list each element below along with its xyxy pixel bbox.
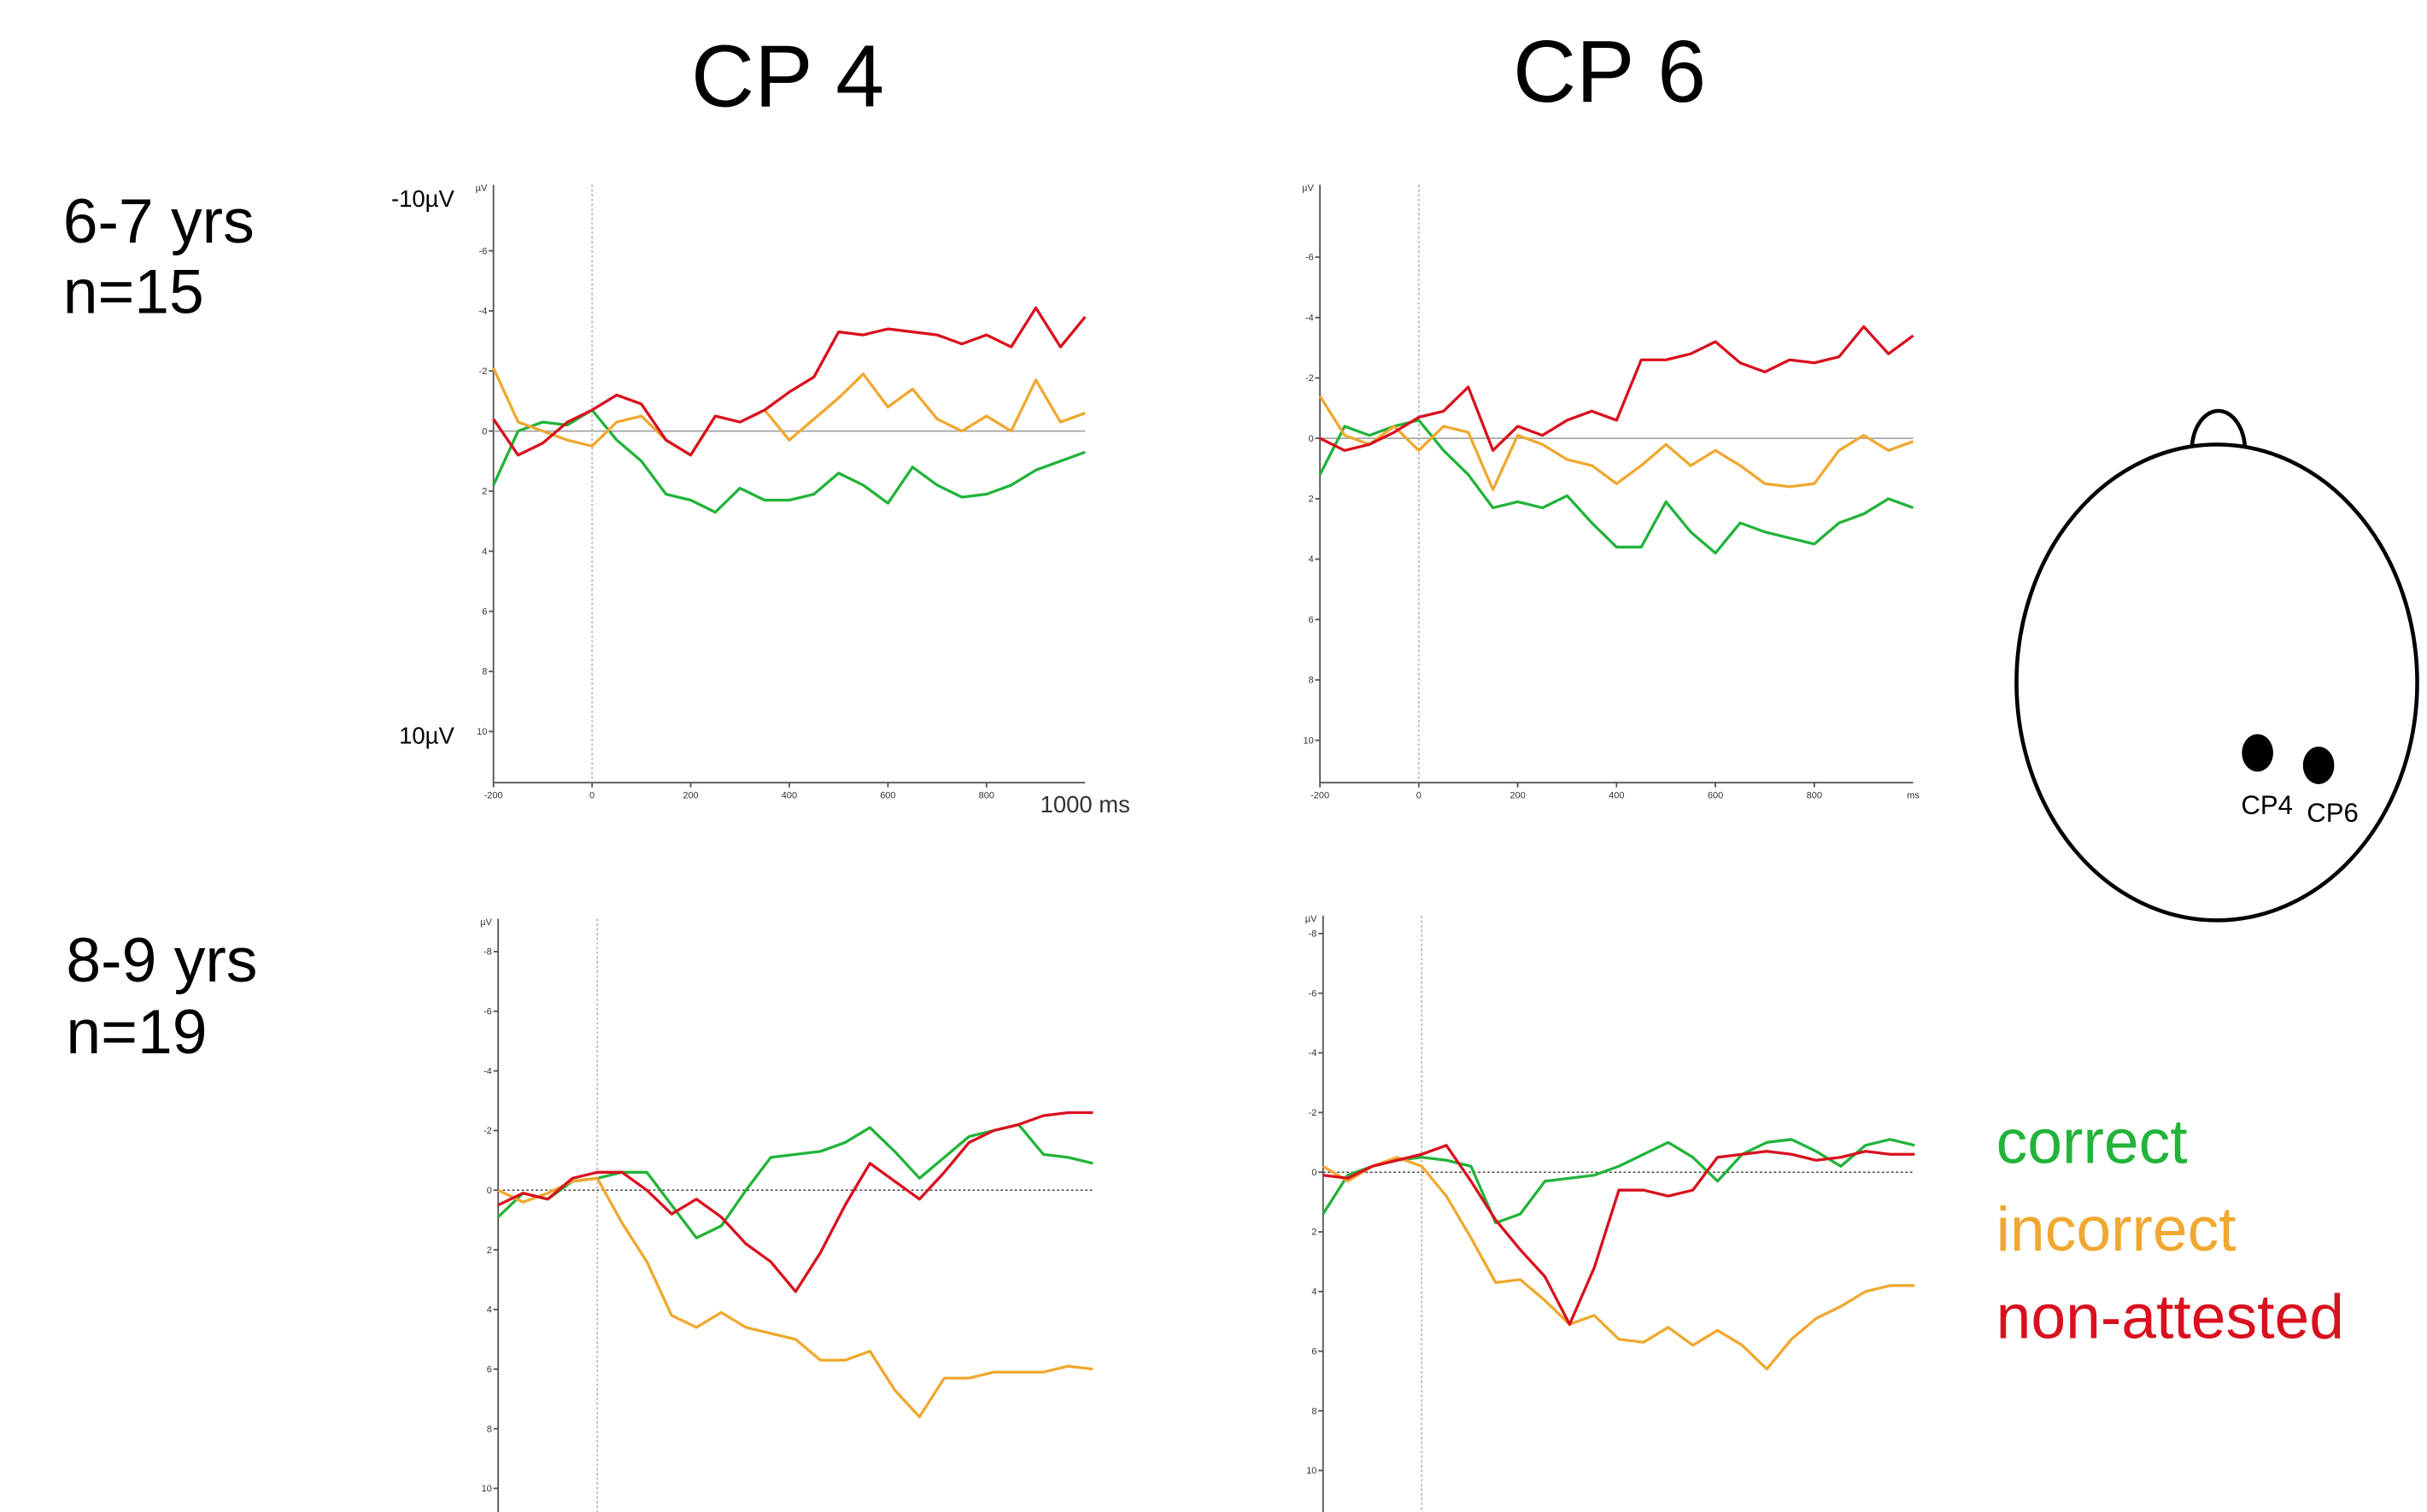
legend-entry: incorrect [1996, 1194, 2236, 1264]
y-tick-label: -6 [1305, 253, 1314, 263]
y-tick-label: 6 [487, 1364, 492, 1374]
row-label: 8-9 yrs [66, 925, 257, 995]
electrode [2303, 747, 2335, 784]
y-tick-label: 4 [1311, 1287, 1316, 1298]
x-tick-label: 400 [1609, 790, 1624, 800]
y-tick-label: -2 [1305, 373, 1314, 384]
column-title: CP 6 [1513, 22, 1706, 120]
y-tick-label: 2 [482, 487, 487, 497]
x-tick-label: 0 [1416, 790, 1422, 800]
y-tick-label: 0 [487, 1186, 492, 1196]
erp-line [494, 308, 1086, 454]
electrode-label: CP4 [2241, 790, 2293, 820]
x-tick-label: 600 [1708, 790, 1723, 800]
y-tick-label: -4 [479, 307, 488, 317]
legend-entry: non-attested [1996, 1282, 2344, 1352]
y-tick-label: -2 [479, 366, 488, 377]
y-tick-label: -4 [484, 1066, 492, 1076]
y-tick-label: 4 [482, 547, 487, 557]
x-tick-label: -200 [484, 790, 503, 800]
erp-line [498, 1112, 1093, 1291]
annotation: 10µV [399, 722, 454, 748]
y-tick-label: 8 [487, 1424, 492, 1434]
y-tick-label: 2 [487, 1245, 492, 1256]
x-unit: 1000 ms [1041, 791, 1130, 818]
y-tick-label: 0 [1311, 1168, 1316, 1178]
erp-line [1320, 396, 1913, 490]
y-tick-label: 0 [1309, 434, 1314, 444]
x-tick-label: 200 [1510, 790, 1525, 800]
erp-line [494, 410, 1086, 513]
y-tick-label: -6 [479, 246, 488, 256]
y-unit: µV [1305, 914, 1317, 924]
y-unit: µV [480, 917, 492, 928]
y-tick-label: -8 [1309, 929, 1317, 940]
y-tick-label: -2 [484, 1126, 492, 1136]
legend-entry: correct [1996, 1106, 2188, 1176]
erp-line [498, 1124, 1093, 1238]
y-tick-label: 8 [482, 667, 487, 677]
y-tick-label: 10 [1306, 1466, 1316, 1476]
y-tick-label: 10 [482, 1484, 492, 1494]
x-unit: ms [1907, 790, 1920, 800]
y-unit: µV [476, 184, 488, 194]
electrode [2242, 734, 2273, 771]
y-tick-label: -4 [1305, 313, 1314, 323]
electrode-label: CP6 [2307, 798, 2359, 828]
x-tick-label: 800 [1807, 790, 1822, 800]
y-tick-label: 10 [477, 727, 487, 737]
y-tick-label: -6 [1309, 988, 1317, 999]
y-tick-label: -2 [1309, 1108, 1317, 1118]
x-tick-label: 200 [683, 790, 698, 800]
y-tick-label: 8 [1309, 676, 1314, 686]
y-tick-label: 2 [1311, 1228, 1316, 1238]
erp-line [494, 368, 1086, 455]
erp-line [498, 1178, 1093, 1416]
y-tick-label: 4 [1309, 554, 1314, 565]
y-tick-label: 0 [482, 426, 487, 437]
erp-line [1323, 1140, 1915, 1223]
y-tick-label: 6 [1309, 615, 1314, 625]
y-tick-label: 6 [1311, 1346, 1316, 1357]
figure: CP 4 CP 6 6-7 yrs n=15 8-9 yrs n=19 CP4 … [0, 0, 2427, 1512]
x-tick-label: 800 [979, 790, 994, 800]
column-title: CP 4 [691, 27, 884, 126]
row-label: n=15 [63, 256, 204, 326]
x-tick-label: 400 [782, 790, 797, 800]
y-tick-label: -8 [484, 947, 492, 958]
y-tick-label: 10 [1304, 735, 1314, 746]
row-label: n=19 [66, 997, 207, 1067]
head [2016, 444, 2417, 920]
y-tick-label: -4 [1309, 1048, 1317, 1058]
x-tick-label: -200 [1310, 790, 1329, 800]
y-unit: µV [1302, 184, 1314, 194]
annotation: -10µV [391, 185, 455, 212]
page: {"column_titles": ["CP 4", "CP 6"], "row… [0, 0, 2427, 1512]
head-diagram [2016, 411, 2417, 920]
row-label: 6-7 yrs [63, 186, 255, 256]
y-tick-label: -6 [484, 1006, 492, 1017]
y-tick-label: 6 [482, 607, 487, 617]
y-tick-label: 2 [1309, 495, 1314, 505]
erp-line [1320, 326, 1913, 450]
y-tick-label: 4 [487, 1305, 492, 1316]
y-tick-label: 8 [1311, 1406, 1316, 1416]
x-tick-label: 0 [589, 790, 595, 800]
x-tick-label: 600 [880, 790, 895, 800]
